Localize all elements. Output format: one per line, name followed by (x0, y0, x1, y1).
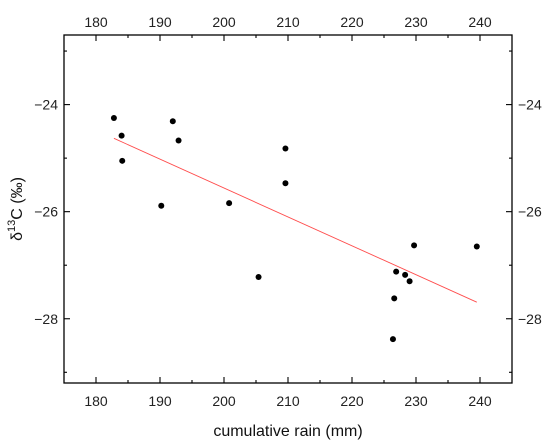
y-axis-title-superscript: 13 (6, 220, 18, 232)
data-point (411, 242, 418, 249)
x-tick-label-top: 180 (84, 14, 108, 30)
y-axis-title-symbol: δ (9, 232, 26, 241)
y-tick-label-right: −28 (518, 311, 542, 327)
x-tick-label-top: 200 (212, 14, 236, 30)
data-point (255, 273, 262, 280)
data-point (119, 157, 126, 164)
y-tick-label-right: −24 (518, 97, 542, 113)
regression-line (113, 137, 477, 303)
x-tick-label-bottom: 180 (84, 393, 108, 409)
data-point (169, 118, 176, 125)
data-point (282, 180, 289, 187)
data-point (226, 200, 233, 207)
data-point (175, 137, 182, 144)
x-tick-label-bottom: 190 (148, 393, 172, 409)
data-point (118, 132, 125, 139)
x-tick-label-top: 230 (404, 14, 428, 30)
data-point (393, 268, 400, 275)
axis-ticks (64, 35, 512, 383)
y-axis-title-unit: C (‰) (9, 177, 26, 220)
data-point (391, 295, 398, 302)
data-point (110, 114, 117, 121)
y-tick-label-left: −26 (34, 204, 58, 220)
data-point (158, 202, 165, 209)
y-tick-label-left: −28 (34, 311, 58, 327)
x-tick-label-top: 220 (340, 14, 364, 30)
x-tick-label-bottom: 210 (276, 393, 300, 409)
data-point (282, 145, 289, 152)
data-point (389, 336, 396, 343)
x-tick-label-top: 190 (148, 14, 172, 30)
data-point (402, 271, 409, 278)
x-axis-title: cumulative rain (mm) (213, 423, 362, 440)
axis-tick-labels: 180 180 190 190 200 200 210 210 220 220 230 230 240 2… (34, 14, 542, 409)
x-tick-label-bottom: 240 (468, 393, 492, 409)
y-axis-title: δ13C (‰) (6, 177, 26, 241)
x-tick-label-bottom: 200 (212, 393, 236, 409)
data-point (406, 278, 413, 285)
plot-frame (63, 34, 513, 384)
x-tick-label-top: 240 (468, 14, 492, 30)
x-tick-label-bottom: 220 (340, 393, 364, 409)
y-tick-label-right: −26 (518, 204, 542, 220)
data-points (110, 114, 480, 343)
x-tick-label-top: 210 (276, 14, 300, 30)
x-tick-label-bottom: 230 (404, 393, 428, 409)
data-point (473, 243, 480, 250)
y-tick-label-left: −24 (34, 97, 58, 113)
